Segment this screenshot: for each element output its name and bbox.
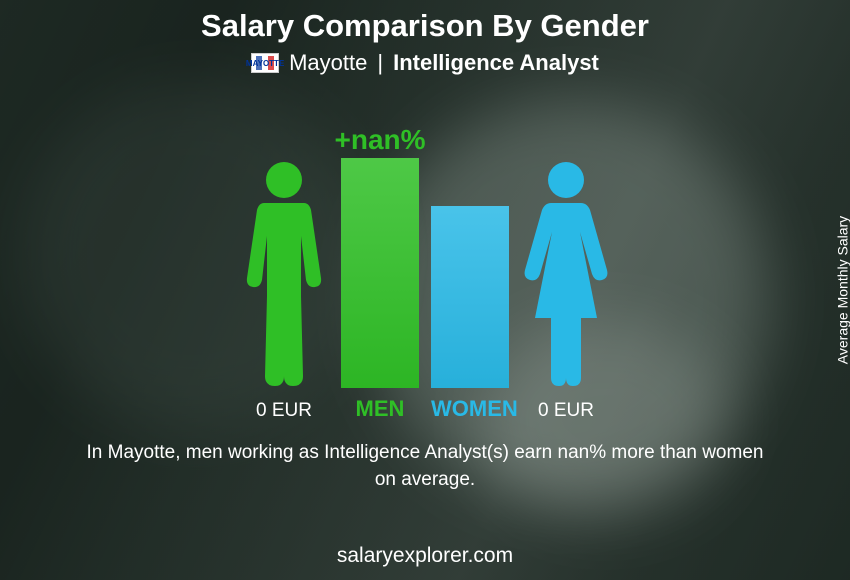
men-bar-wrap: +nan% (341, 158, 419, 388)
women-salary: 0 EUR (521, 400, 611, 422)
male-icon (239, 158, 329, 388)
page-title: Salary Comparison By Gender (0, 8, 850, 44)
chart: +nan% (0, 98, 850, 388)
job-title: Intelligence Analyst (393, 50, 599, 76)
men-salary: 0 EUR (239, 400, 329, 422)
men-pct-label: +nan% (334, 124, 425, 156)
women-bar (431, 206, 509, 388)
subtitle: MAYOTTE Mayotte | Intelligence Analyst (0, 50, 850, 76)
women-pictogram (521, 158, 611, 388)
footer-credit: salaryexplorer.com (0, 544, 850, 568)
men-bar (341, 158, 419, 388)
women-category: WOMEN (431, 396, 509, 422)
men-pictogram (239, 158, 329, 388)
flag-icon: MAYOTTE (251, 53, 279, 73)
side-axis-label: Average Monthly Salary (834, 290, 850, 438)
men-category: MEN (341, 396, 419, 422)
labels-row: 0 EUR MEN WOMEN 0 EUR (0, 396, 850, 422)
header: Salary Comparison By Gender MAYOTTE Mayo… (0, 0, 850, 76)
women-bar-wrap (431, 206, 509, 388)
location-label: Mayotte (289, 50, 367, 76)
separator: | (377, 50, 383, 76)
description: In Mayotte, men working as Intelligence … (0, 422, 850, 493)
female-icon (521, 158, 611, 388)
